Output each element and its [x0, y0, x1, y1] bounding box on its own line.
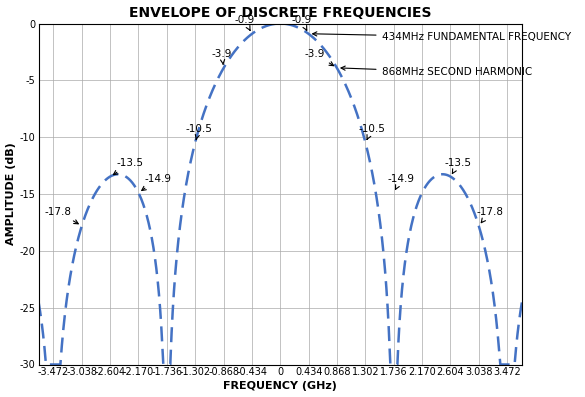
Text: -3.9: -3.9 — [304, 49, 333, 66]
Text: 434MHz FUNDAMENTAL FREQUENCY: 434MHz FUNDAMENTAL FREQUENCY — [312, 32, 571, 42]
Text: -3.9: -3.9 — [212, 49, 232, 64]
Text: -10.5: -10.5 — [359, 124, 386, 139]
X-axis label: FREQUENCY (GHz): FREQUENCY (GHz) — [223, 382, 337, 391]
Text: -14.9: -14.9 — [387, 174, 414, 189]
Text: -10.5: -10.5 — [185, 124, 212, 139]
Text: 868MHz SECOND HARMONIC: 868MHz SECOND HARMONIC — [341, 66, 532, 77]
Text: -17.8: -17.8 — [44, 207, 78, 224]
Title: ENVELOPE OF DISCRETE FREQUENCIES: ENVELOPE OF DISCRETE FREQUENCIES — [129, 6, 432, 19]
Text: -0.9: -0.9 — [234, 15, 254, 30]
Y-axis label: AMPLITUDE (dB): AMPLITUDE (dB) — [5, 143, 16, 245]
Text: -13.5: -13.5 — [445, 158, 472, 173]
Text: -14.9: -14.9 — [142, 174, 171, 191]
Text: -13.5: -13.5 — [113, 158, 144, 175]
Text: -17.8: -17.8 — [476, 207, 503, 223]
Text: -0.9: -0.9 — [291, 15, 311, 30]
